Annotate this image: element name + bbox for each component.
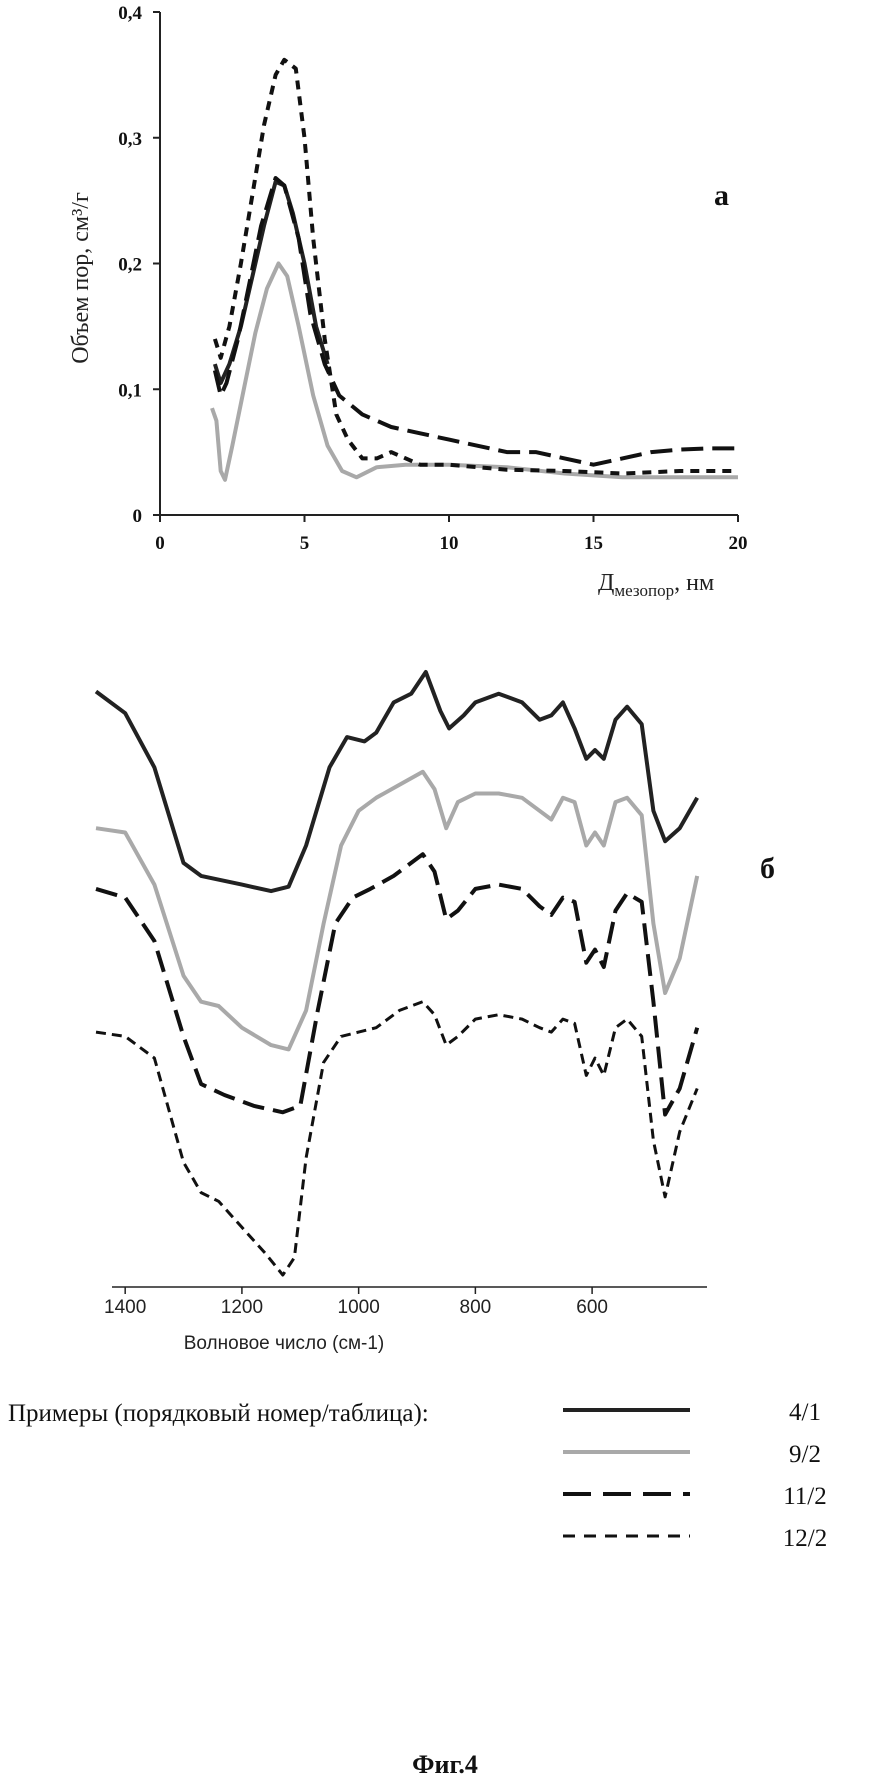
panel-a-x-axis-label: Дмезопор, нм [598, 570, 714, 600]
panel-a-x-tick-label: 15 [584, 533, 603, 554]
legend-label: 12/2 [783, 1525, 827, 1552]
panel-a-label: а [714, 179, 729, 212]
panel-b-series [96, 672, 697, 1275]
legend-label: 9/2 [789, 1441, 821, 1468]
panel-b-chart: 1400 1200 1000 800 600 Волновое число (см-1)… [96, 672, 775, 1354]
panel-b-series-11-2 [96, 854, 697, 1114]
panel-a-y-tick-label: 0,3 [118, 129, 142, 150]
legend-items: 4/1 9/2 11/2 12/2 [563, 1399, 827, 1552]
panel-b-x-axis-label: Волновое число (см-1) [184, 1333, 385, 1354]
panel-a-x-tick-label: 0 [155, 533, 165, 554]
panel-a-chart: 0 5 10 15 20 0 0,1 0,2 0,3 0,4 Объем пор, см³/г Д… [68, 3, 748, 600]
panel-b-label: б [760, 852, 775, 885]
panel-b-x-tick-label: 1000 [338, 1297, 380, 1318]
panel-a-x-label-main: Д [598, 570, 614, 596]
panel-a-series-12-2 [215, 60, 738, 474]
panel-a-series-11-2 [215, 178, 738, 465]
panel-a-x-tick-label: 5 [300, 533, 310, 554]
legend-title: Примеры (порядковый номер/таблица): [8, 1400, 429, 1427]
panel-a-x-tick-label: 20 [729, 533, 748, 554]
panel-a-x-label-sub: мезопор [614, 581, 674, 600]
panel-b-x-tick-label: 1200 [221, 1297, 263, 1318]
panel-a-y-tick-label: 0,2 [118, 255, 142, 276]
panel-b-x-tick-label: 600 [576, 1297, 608, 1318]
panel-b-x-tick-label: 800 [460, 1297, 492, 1318]
panel-b-ticks: 1400 1200 1000 800 600 [104, 1287, 608, 1318]
panel-b-series-9-2 [96, 772, 697, 1050]
panel-a-series-9-2 [212, 264, 738, 480]
panel-a-series [212, 60, 738, 480]
panel-a-y-tick-label: 0 [133, 506, 143, 527]
panel-a-x-tick-label: 10 [440, 533, 459, 554]
panel-a-ticks: 0 5 10 15 20 0 0,1 0,2 0,3 0,4 [118, 3, 747, 554]
panel-a-x-label-tail: , нм [674, 570, 714, 596]
panel-a-y-axis-label: Объем пор, см³/г [68, 192, 94, 364]
legend-label: 11/2 [783, 1483, 827, 1510]
panel-a-y-tick-label: 0,1 [118, 380, 142, 401]
panel-b-x-tick-label: 1400 [104, 1297, 146, 1318]
legend: Примеры (порядковый номер/таблица): 4/1 9… [8, 1399, 827, 1552]
legend-label: 4/1 [789, 1399, 821, 1426]
panel-a-y-tick-label: 0,4 [118, 3, 142, 24]
figure-caption: Фиг.4 [412, 1750, 478, 1779]
panel-b-series-4-1 [96, 672, 697, 891]
